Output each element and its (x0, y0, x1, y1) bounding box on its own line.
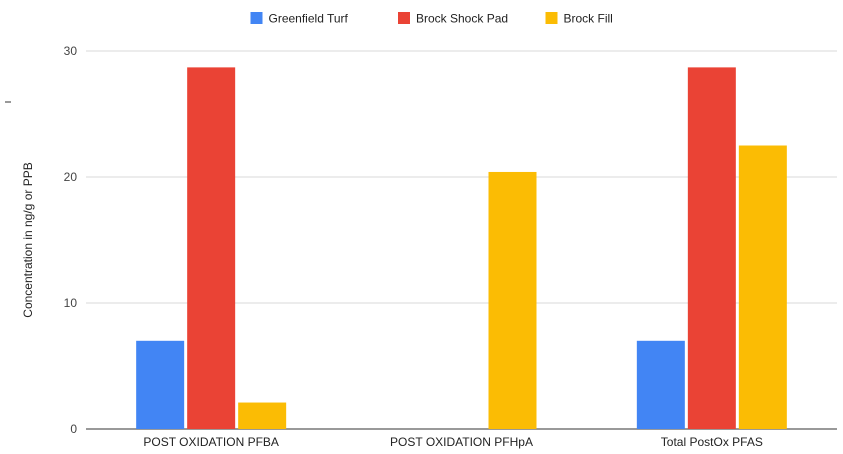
y-tick-label: 10 (64, 296, 78, 310)
legend-label: Greenfield Turf (269, 12, 349, 26)
bar-brock-shock-pad (687, 67, 736, 429)
bars (136, 67, 787, 429)
bar-brock-fill (488, 171, 537, 429)
x-tick-labels: POST OXIDATION PFBA POST OXIDATION PFHpA T… (143, 435, 762, 449)
legend-swatch (545, 12, 558, 24)
legend-label: Brock Fill (564, 12, 613, 26)
bar-brock-fill (738, 145, 787, 429)
bar-greenfield-turf (636, 340, 685, 429)
x-tick-label: POST OXIDATION PFHpA (390, 435, 533, 449)
x-tick-label: POST OXIDATION PFBA (143, 435, 279, 449)
legend-swatch (250, 12, 263, 24)
bar-brock-fill (238, 402, 287, 429)
y-axis-label: Concentration in ng/g or PPB (21, 162, 35, 317)
y-tick-label: 30 (64, 44, 78, 58)
y-tick-label: 0 (70, 422, 77, 436)
legend-swatch (398, 12, 410, 24)
legend: Greenfield Turf Brock Shock Pad Brock Fill (250, 12, 613, 26)
y-tick-labels: 0 10 20 30 (64, 44, 78, 436)
y-tick-label: 20 (64, 170, 78, 184)
bar-greenfield-turf (136, 340, 185, 429)
x-tick-label: Total PostOx PFAS (661, 435, 763, 449)
legend-label: Brock Shock Pad (416, 12, 508, 26)
bar-brock-shock-pad (187, 67, 236, 429)
